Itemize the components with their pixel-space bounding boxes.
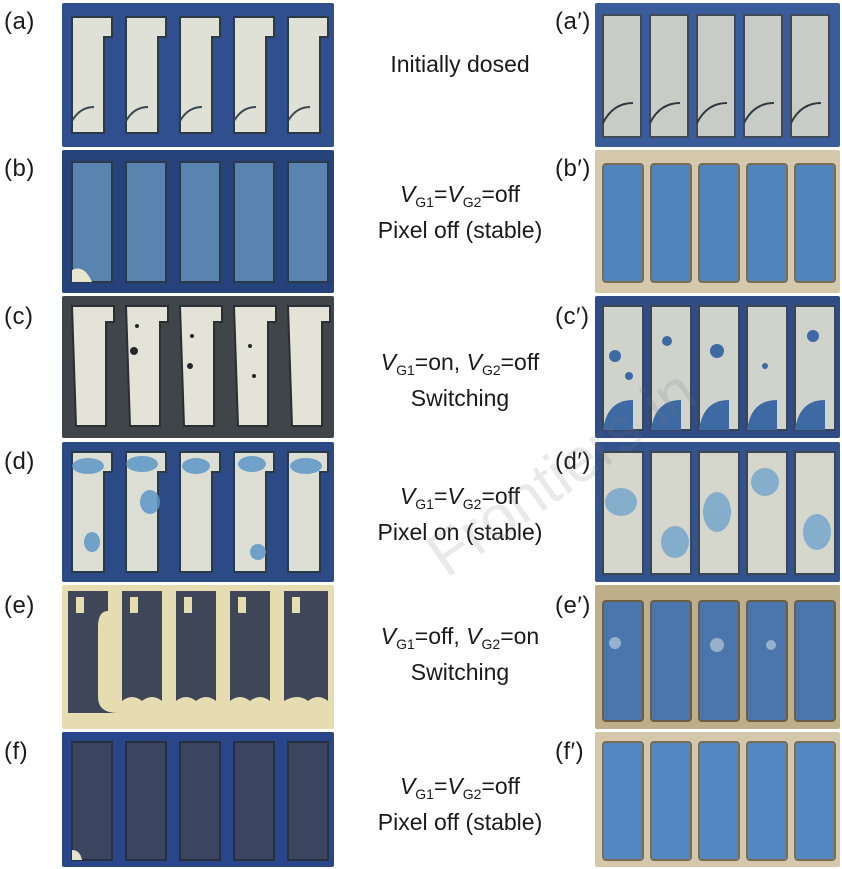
panel-label-c-prime: (c′) — [555, 303, 590, 330]
caption-e-line2: Switching — [410, 659, 510, 685]
caption-a: Initially dosed — [335, 50, 585, 78]
micrograph-d-prime — [595, 442, 840, 582]
panel-label-f-prime: (f′) — [555, 738, 585, 765]
micrograph-a — [62, 3, 334, 147]
caption-e-line1: VG1=off, VG2=on — [380, 623, 540, 652]
caption-d-line1: VG1=VG2=off — [399, 483, 521, 512]
caption-d: VG1=VG2=off Pixel on (stable) — [335, 482, 585, 546]
panel-label-a: (a) — [4, 8, 35, 35]
caption-e: VG1=off, VG2=on Switching — [335, 622, 585, 686]
micrograph-c — [62, 296, 334, 438]
caption-f-line1: VG1=VG2=off — [399, 773, 521, 802]
panel-label-b: (b) — [4, 155, 35, 182]
panel-label-d: (d) — [4, 448, 35, 475]
panel-label-e: (e) — [4, 592, 35, 619]
micrograph-e-prime — [595, 585, 840, 729]
panel-label-f: (f) — [4, 738, 29, 765]
caption-f: VG1=VG2=off Pixel off (stable) — [335, 772, 585, 836]
micrograph-f-prime — [595, 732, 840, 867]
caption-c: VG1=on, VG2=off Switching — [335, 348, 585, 412]
panel-label-d-prime: (d′) — [555, 448, 591, 475]
micrograph-b-prime — [595, 150, 840, 293]
caption-c-line2: Switching — [410, 385, 510, 411]
micrograph-c-prime — [595, 296, 840, 438]
caption-b: VG1=VG2=off Pixel off (stable) — [335, 180, 585, 244]
micrograph-d — [62, 442, 334, 582]
caption-b-line1: VG1=VG2=off — [399, 181, 521, 210]
panel-label-b-prime: (b′) — [555, 155, 591, 182]
caption-c-line1: VG1=on, VG2=off — [380, 349, 540, 378]
caption-d-line2: Pixel on (stable) — [377, 519, 543, 545]
micrograph-f — [62, 732, 334, 867]
panel-label-e-prime: (e′) — [555, 592, 591, 619]
micrograph-b — [62, 150, 334, 293]
caption-b-line2: Pixel off (stable) — [377, 217, 543, 243]
panel-label-c: (c) — [4, 303, 34, 330]
caption-f-line2: Pixel off (stable) — [377, 809, 543, 835]
micrograph-e — [62, 585, 334, 729]
panel-label-a-prime: (a′) — [555, 8, 591, 35]
micrograph-a-prime — [595, 3, 840, 147]
caption-a-text: Initially dosed — [390, 51, 530, 77]
